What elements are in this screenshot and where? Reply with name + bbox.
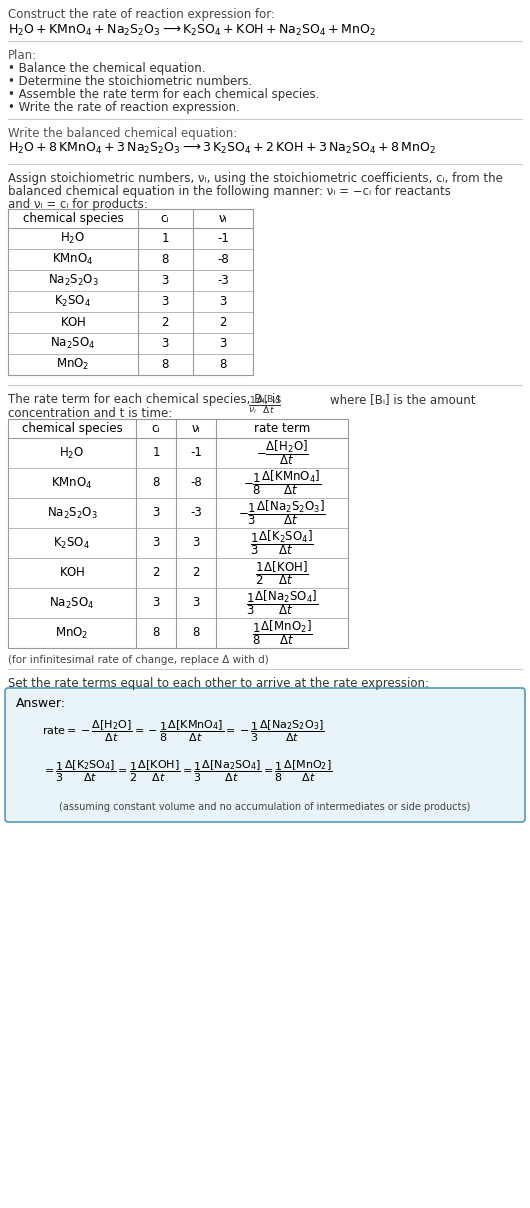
Text: $-\dfrac{\Delta[\mathrm{H_2O}]}{\Delta t}$: $-\dfrac{\Delta[\mathrm{H_2O}]}{\Delta t… (255, 439, 308, 467)
Text: • Balance the chemical equation.: • Balance the chemical equation. (8, 62, 206, 75)
Text: νᵢ: νᵢ (219, 211, 227, 225)
Text: 3: 3 (152, 597, 160, 610)
Text: cᵢ: cᵢ (152, 422, 160, 435)
Text: -8: -8 (217, 252, 229, 266)
Text: 8: 8 (219, 358, 227, 371)
Text: $\mathrm{H_2O}$: $\mathrm{H_2O}$ (60, 231, 85, 246)
Text: concentration and t is time:: concentration and t is time: (8, 407, 172, 420)
Text: The rate term for each chemical species, Bᵢ, is: The rate term for each chemical species,… (8, 393, 285, 406)
Text: chemical species: chemical species (22, 422, 122, 435)
Text: rate term: rate term (254, 422, 310, 435)
Text: $\mathrm{K_2SO_4}$: $\mathrm{K_2SO_4}$ (54, 535, 91, 551)
Text: 1: 1 (161, 232, 169, 245)
Text: 3: 3 (219, 295, 227, 308)
Bar (8, 419, 348, 647)
Text: 1: 1 (152, 447, 160, 459)
Text: $\mathrm{KOH}$: $\mathrm{KOH}$ (59, 567, 85, 580)
Text: balanced chemical equation in the following manner: νᵢ = −cᵢ for reactants: balanced chemical equation in the follow… (8, 185, 451, 198)
Text: cᵢ: cᵢ (161, 211, 169, 225)
Text: where [Bᵢ] is the amount: where [Bᵢ] is the amount (330, 393, 475, 406)
Text: • Determine the stoichiometric numbers.: • Determine the stoichiometric numbers. (8, 75, 252, 88)
Text: $-\dfrac{1}{3}\dfrac{\Delta[\mathrm{Na_2S_2O_3}]}{\Delta t}$: $-\dfrac{1}{3}\dfrac{\Delta[\mathrm{Na_2… (238, 499, 326, 528)
Text: 8: 8 (192, 627, 200, 639)
Text: $\dfrac{1}{8}\dfrac{\Delta[\mathrm{MnO_2}]}{\Delta t}$: $\dfrac{1}{8}\dfrac{\Delta[\mathrm{MnO_2… (252, 618, 312, 647)
Text: 2: 2 (161, 316, 169, 329)
Text: 8: 8 (161, 252, 169, 266)
Text: 8: 8 (152, 476, 160, 489)
Text: -1: -1 (217, 232, 229, 245)
Text: $\dfrac{1}{3}\dfrac{\Delta[\mathrm{K_2SO_4}]}{\Delta t}$: $\dfrac{1}{3}\dfrac{\Delta[\mathrm{K_2SO… (250, 529, 314, 557)
Text: Construct the rate of reaction expression for:: Construct the rate of reaction expressio… (8, 8, 275, 21)
Text: 8: 8 (152, 627, 160, 639)
Text: • Write the rate of reaction expression.: • Write the rate of reaction expression. (8, 101, 240, 114)
Text: 3: 3 (192, 536, 200, 550)
Text: 2: 2 (152, 567, 160, 580)
Text: 3: 3 (192, 597, 200, 610)
Text: $\dfrac{1}{3}\dfrac{\Delta[\mathrm{Na_2SO_4}]}{\Delta t}$: $\dfrac{1}{3}\dfrac{\Delta[\mathrm{Na_2S… (246, 588, 318, 617)
Text: (assuming constant volume and no accumulation of intermediates or side products): (assuming constant volume and no accumul… (59, 802, 471, 812)
Text: Write the balanced chemical equation:: Write the balanced chemical equation: (8, 127, 237, 140)
Text: $\mathrm{rate} = -\dfrac{\Delta[\mathrm{H_2O}]}{\Delta t} = -\dfrac{1}{8}\dfrac{: $\mathrm{rate} = -\dfrac{\Delta[\mathrm{… (42, 719, 325, 744)
Text: 3: 3 (152, 536, 160, 550)
Text: chemical species: chemical species (23, 211, 123, 225)
Text: -1: -1 (190, 447, 202, 459)
Text: $\mathrm{KOH}$: $\mathrm{KOH}$ (60, 316, 86, 329)
Text: νᵢ: νᵢ (192, 422, 200, 435)
Text: $\mathrm{MnO_2}$: $\mathrm{MnO_2}$ (56, 356, 90, 372)
Text: -3: -3 (190, 506, 202, 519)
Text: $\mathrm{H_2O}$: $\mathrm{H_2O}$ (59, 446, 85, 460)
Text: 3: 3 (161, 295, 169, 308)
Text: Set the rate terms equal to each other to arrive at the rate expression:: Set the rate terms equal to each other t… (8, 676, 429, 690)
Text: • Assemble the rate term for each chemical species.: • Assemble the rate term for each chemic… (8, 88, 320, 101)
Text: $\mathrm{H_2O + KMnO_4 + Na_2S_2O_3 \longrightarrow K_2SO_4 + KOH + Na_2SO_4 + M: $\mathrm{H_2O + KMnO_4 + Na_2S_2O_3 \lon… (8, 23, 376, 39)
Text: $\dfrac{1}{2}\dfrac{\Delta[\mathrm{KOH}]}{\Delta t}$: $\dfrac{1}{2}\dfrac{\Delta[\mathrm{KOH}]… (255, 559, 309, 587)
Text: $\mathrm{H_2O + 8\,KMnO_4 + 3\,Na_2S_2O_3 \longrightarrow 3\,K_2SO_4 + 2\,KOH + : $\mathrm{H_2O + 8\,KMnO_4 + 3\,Na_2S_2O_… (8, 141, 436, 156)
Text: $\mathrm{Na_2S_2O_3}$: $\mathrm{Na_2S_2O_3}$ (48, 273, 99, 288)
Text: Assign stoichiometric numbers, νᵢ, using the stoichiometric coefficients, cᵢ, fr: Assign stoichiometric numbers, νᵢ, using… (8, 172, 503, 185)
Text: 3: 3 (219, 337, 227, 350)
Text: $-\dfrac{1}{8}\dfrac{\Delta[\mathrm{KMnO_4}]}{\Delta t}$: $-\dfrac{1}{8}\dfrac{\Delta[\mathrm{KMnO… (243, 469, 321, 498)
Text: Plan:: Plan: (8, 50, 37, 62)
Text: $\frac{1}{\nu_i}\frac{\Delta[\mathrm{B}_i]}{\Delta t}$: $\frac{1}{\nu_i}\frac{\Delta[\mathrm{B}_… (248, 393, 281, 416)
Text: 3: 3 (152, 506, 160, 519)
Text: $\mathrm{K_2SO_4}$: $\mathrm{K_2SO_4}$ (55, 294, 92, 309)
Text: 2: 2 (219, 316, 227, 329)
FancyBboxPatch shape (5, 689, 525, 821)
Text: (for infinitesimal rate of change, replace Δ with d): (for infinitesimal rate of change, repla… (8, 655, 269, 664)
Text: 3: 3 (161, 337, 169, 350)
Text: $\mathrm{Na_2SO_4}$: $\mathrm{Na_2SO_4}$ (50, 336, 95, 352)
Text: -8: -8 (190, 476, 202, 489)
Text: Answer:: Answer: (16, 697, 66, 710)
Text: $\mathrm{KMnO_4}$: $\mathrm{KMnO_4}$ (51, 476, 93, 490)
Text: $\mathrm{KMnO_4}$: $\mathrm{KMnO_4}$ (52, 252, 94, 267)
Bar (8, 209, 253, 374)
Text: 2: 2 (192, 567, 200, 580)
Text: 8: 8 (161, 358, 169, 371)
Text: $\mathrm{Na_2SO_4}$: $\mathrm{Na_2SO_4}$ (49, 596, 95, 610)
Text: 3: 3 (161, 274, 169, 288)
Text: $\mathrm{Na_2S_2O_3}$: $\mathrm{Na_2S_2O_3}$ (47, 505, 98, 521)
Text: $\mathrm{MnO_2}$: $\mathrm{MnO_2}$ (55, 626, 89, 640)
Text: $= \dfrac{1}{3}\dfrac{\Delta[\mathrm{K_2SO_4}]}{\Delta t} = \dfrac{1}{2}\dfrac{\: $= \dfrac{1}{3}\dfrac{\Delta[\mathrm{K_2… (42, 759, 332, 784)
Text: and νᵢ = cᵢ for products:: and νᵢ = cᵢ for products: (8, 198, 148, 211)
Text: -3: -3 (217, 274, 229, 288)
